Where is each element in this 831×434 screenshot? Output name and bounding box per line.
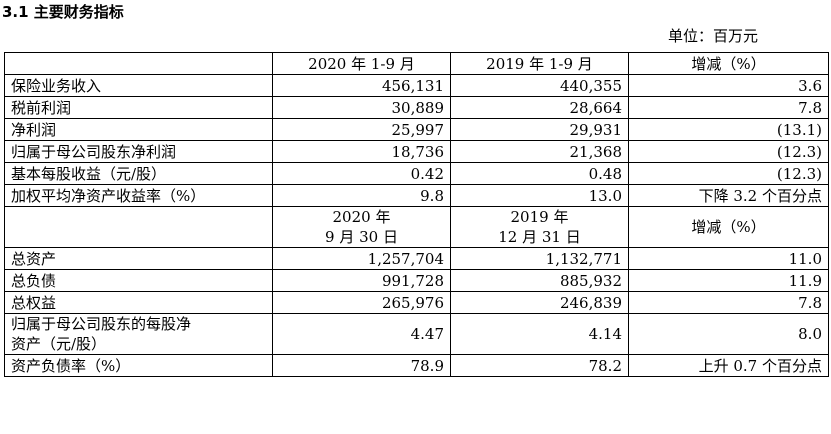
value-2020: 991,728 [272,269,451,292]
value-2020: 78.9 [272,354,451,377]
row-label: 保险业务收入 [4,74,273,97]
value-2019: 28,664 [450,96,629,119]
value-2020: 18,736 [272,140,451,163]
value-2020: 0.42 [272,162,451,185]
value-change: 11.9 [628,269,829,292]
value-2020: 265,976 [272,291,451,314]
value-change: 11.0 [628,247,829,270]
value-2019: 0.48 [450,162,629,185]
value-2020: 9.8 [272,184,451,207]
unit-note: 单位：百万元 [668,27,759,45]
row-label: 总权益 [4,291,273,314]
value-2019: 885,932 [450,269,629,292]
value-2019: 21,368 [450,140,629,163]
value-2020: 25,997 [272,118,451,141]
value-2020: 456,131 [272,74,451,97]
row-label-line: 归属于母公司股东的每股净 [11,315,192,333]
header-2019-dec31: 2019 年 12 月 31 日 [450,206,629,248]
value-2020: 4.47 [272,313,451,355]
row-label: 税前利润 [4,96,273,119]
value-change: 8.0 [628,313,829,355]
header-year: 2019 年 [510,208,569,226]
value-change: (13.1) [628,118,829,141]
header-empty-cell [4,52,273,75]
value-2019: 246,839 [450,291,629,314]
header-date: 12 月 31 日 [498,228,581,246]
row-label: 资产负债率（%） [4,354,273,377]
row-label: 归属于母公司股东的每股净 资产（元/股） [4,313,273,355]
table-row: 加权平均净资产收益率（%） 9.8 13.0 下降 3.2 个百分点 [4,184,829,207]
row-label: 加权平均净资产收益率（%） [4,184,273,207]
row-label: 总负债 [4,269,273,292]
table-row: 总负债 991,728 885,932 11.9 [4,269,829,292]
value-2019: 29,931 [450,118,629,141]
table-row: 资产负债率（%） 78.9 78.2 上升 0.7 个百分点 [4,354,829,377]
value-2019: 13.0 [450,184,629,207]
value-2019: 440,355 [450,74,629,97]
value-2020: 1,257,704 [272,247,451,270]
row-label: 归属于母公司股东净利润 [4,140,273,163]
value-change: 7.8 [628,96,829,119]
financial-indicators-table: 2020 年 1-9 月 2019 年 1-9 月 增减（%） 保险业务收入 4… [4,52,829,377]
table-row: 总资产 1,257,704 1,132,771 11.0 [4,247,829,270]
table-row: 保险业务收入 456,131 440,355 3.6 [4,74,829,97]
table-row: 归属于母公司股东净利润 18,736 21,368 (12.3) [4,140,829,163]
row-label: 净利润 [4,118,273,141]
header-2020-sep30: 2020 年 9 月 30 日 [272,206,451,248]
point-header-row: 2020 年 9 月 30 日 2019 年 12 月 31 日 增减（%） [4,206,829,248]
header-empty-cell [4,206,273,248]
section-title: 3.1 主要财务指标 [2,3,124,21]
header-year: 2020 年 [332,208,391,226]
value-change: 上升 0.7 个百分点 [628,354,829,377]
header-2019-ytd: 2019 年 1-9 月 [450,52,629,75]
value-change: 下降 3.2 个百分点 [628,184,829,207]
value-2019: 4.14 [450,313,629,355]
header-change: 增减（%） [628,52,829,75]
value-change: 7.8 [628,291,829,314]
value-2020: 30,889 [272,96,451,119]
value-change: 3.6 [628,74,829,97]
row-label: 总资产 [4,247,273,270]
table-row: 基本每股收益（元/股） 0.42 0.48 (12.3) [4,162,829,185]
table-row: 净利润 25,997 29,931 (13.1) [4,118,829,141]
period-header-row: 2020 年 1-9 月 2019 年 1-9 月 增减（%） [4,52,829,75]
value-2019: 78.2 [450,354,629,377]
row-label: 基本每股收益（元/股） [4,162,273,185]
table-row: 税前利润 30,889 28,664 7.8 [4,96,829,119]
value-2019: 1,132,771 [450,247,629,270]
table-row: 归属于母公司股东的每股净 资产（元/股） 4.47 4.14 8.0 [4,313,829,355]
row-label-line: 资产（元/股） [11,335,107,353]
header-date: 9 月 30 日 [325,228,398,246]
header-2020-ytd: 2020 年 1-9 月 [272,52,451,75]
value-change: (12.3) [628,162,829,185]
header-change: 增减（%） [628,206,829,248]
table-row: 总权益 265,976 246,839 7.8 [4,291,829,314]
value-change: (12.3) [628,140,829,163]
